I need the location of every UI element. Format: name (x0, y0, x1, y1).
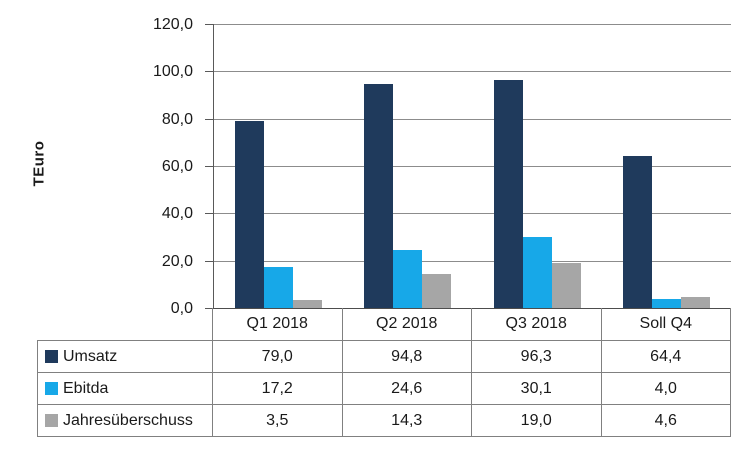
legend-swatch-umsatz (45, 350, 58, 363)
bar-ebitda-soll-q4[interactable] (651, 298, 681, 308)
category-header-q1-2018: Q1 2018 (213, 308, 343, 341)
value-umsatz-q1-2018: 79,0 (213, 341, 343, 373)
bar-group-q3-2018 (473, 24, 602, 308)
gridline (214, 166, 731, 167)
legend-swatch-jahres-berschuss (45, 414, 58, 427)
bar-umsatz-q1-2018[interactable] (235, 121, 265, 308)
y-tick-mark (205, 260, 213, 262)
value-ebitda-q3-2018: 30,1 (472, 373, 602, 405)
value-ebitda-q1-2018: 17,2 (213, 373, 343, 405)
category-header-soll-q4: Soll Q4 (601, 308, 731, 341)
value-umsatz-q3-2018: 96,3 (472, 341, 602, 373)
bar-group-soll-q4 (602, 24, 731, 308)
bar-groups (214, 24, 731, 308)
bar-jahres-berschuss-q3-2018[interactable] (551, 263, 581, 308)
value-umsatz-q2-2018: 94,8 (342, 341, 472, 373)
y-tick-mark (205, 166, 213, 167)
y-tick-label: 80,0 (161, 110, 193, 128)
legend-swatch-ebitda (45, 382, 58, 395)
y-tick-label: 60,0 (161, 158, 193, 175)
value-umsatz-soll-q4: 64,4 (601, 341, 731, 373)
bar-ebitda-q2-2018[interactable] (393, 249, 423, 308)
plot-area (213, 24, 731, 309)
series-label-umsatz: Umsatz (37, 341, 213, 373)
series-name: Umsatz (63, 347, 118, 365)
gridline (214, 213, 731, 215)
gridline (214, 260, 731, 262)
gridline (214, 118, 731, 120)
value-ebitda-q2-2018: 24,6 (342, 373, 472, 405)
gridline (214, 71, 731, 73)
y-tick-mark (205, 71, 213, 73)
y-tick-mark (205, 213, 213, 215)
y-tick-label: 0,0 (170, 300, 193, 317)
gridline (214, 24, 731, 25)
value-jahres-berschuss-q1-2018: 3,5 (213, 405, 343, 437)
bar-group-q2-2018 (343, 24, 472, 308)
table-corner-cell (37, 308, 213, 341)
series-label-jahres-berschuss: Jahresüberschuss (37, 405, 213, 437)
bar-group-q1-2018 (214, 24, 343, 308)
value-jahres-berschuss-q3-2018: 19,0 (472, 405, 602, 437)
series-label-ebitda: Ebitda (37, 373, 213, 405)
data-table: Q1 2018 Q2 2018 Q3 2018 Soll Q4 Umsatz 79,0 94… (37, 308, 731, 437)
y-tick-label: 100,0 (152, 63, 193, 81)
bar-umsatz-soll-q4[interactable] (622, 155, 652, 308)
y-tick-mark (205, 118, 213, 120)
value-ebitda-soll-q4: 4,0 (601, 373, 731, 405)
category-header-q3-2018: Q3 2018 (472, 308, 602, 341)
y-tick-label: 40,0 (161, 205, 193, 223)
value-jahres-berschuss-soll-q4: 4,6 (601, 405, 731, 437)
bar-jahres-berschuss-q2-2018[interactable] (422, 274, 452, 308)
y-tick-mark (205, 308, 213, 309)
value-jahres-berschuss-q2-2018: 14,3 (342, 405, 472, 437)
bar-ebitda-q1-2018[interactable] (264, 267, 294, 308)
bar-jahres-berschuss-soll-q4[interactable] (680, 297, 710, 308)
y-axis-title: TEuro (30, 140, 48, 187)
bar-jahres-berschuss-q1-2018[interactable] (293, 299, 323, 308)
bar-umsatz-q3-2018[interactable] (493, 80, 523, 308)
category-header-q2-2018: Q2 2018 (342, 308, 472, 341)
series-name: Jahresüberschuss (63, 411, 193, 429)
y-tick-mark (205, 24, 213, 25)
y-tick-label: 20,0 (161, 252, 193, 270)
series-name: Ebitda (63, 379, 109, 397)
bar-umsatz-q2-2018[interactable] (364, 83, 394, 308)
y-tick-label: 120,0 (152, 16, 193, 33)
bar-ebitda-q3-2018[interactable] (522, 236, 552, 308)
